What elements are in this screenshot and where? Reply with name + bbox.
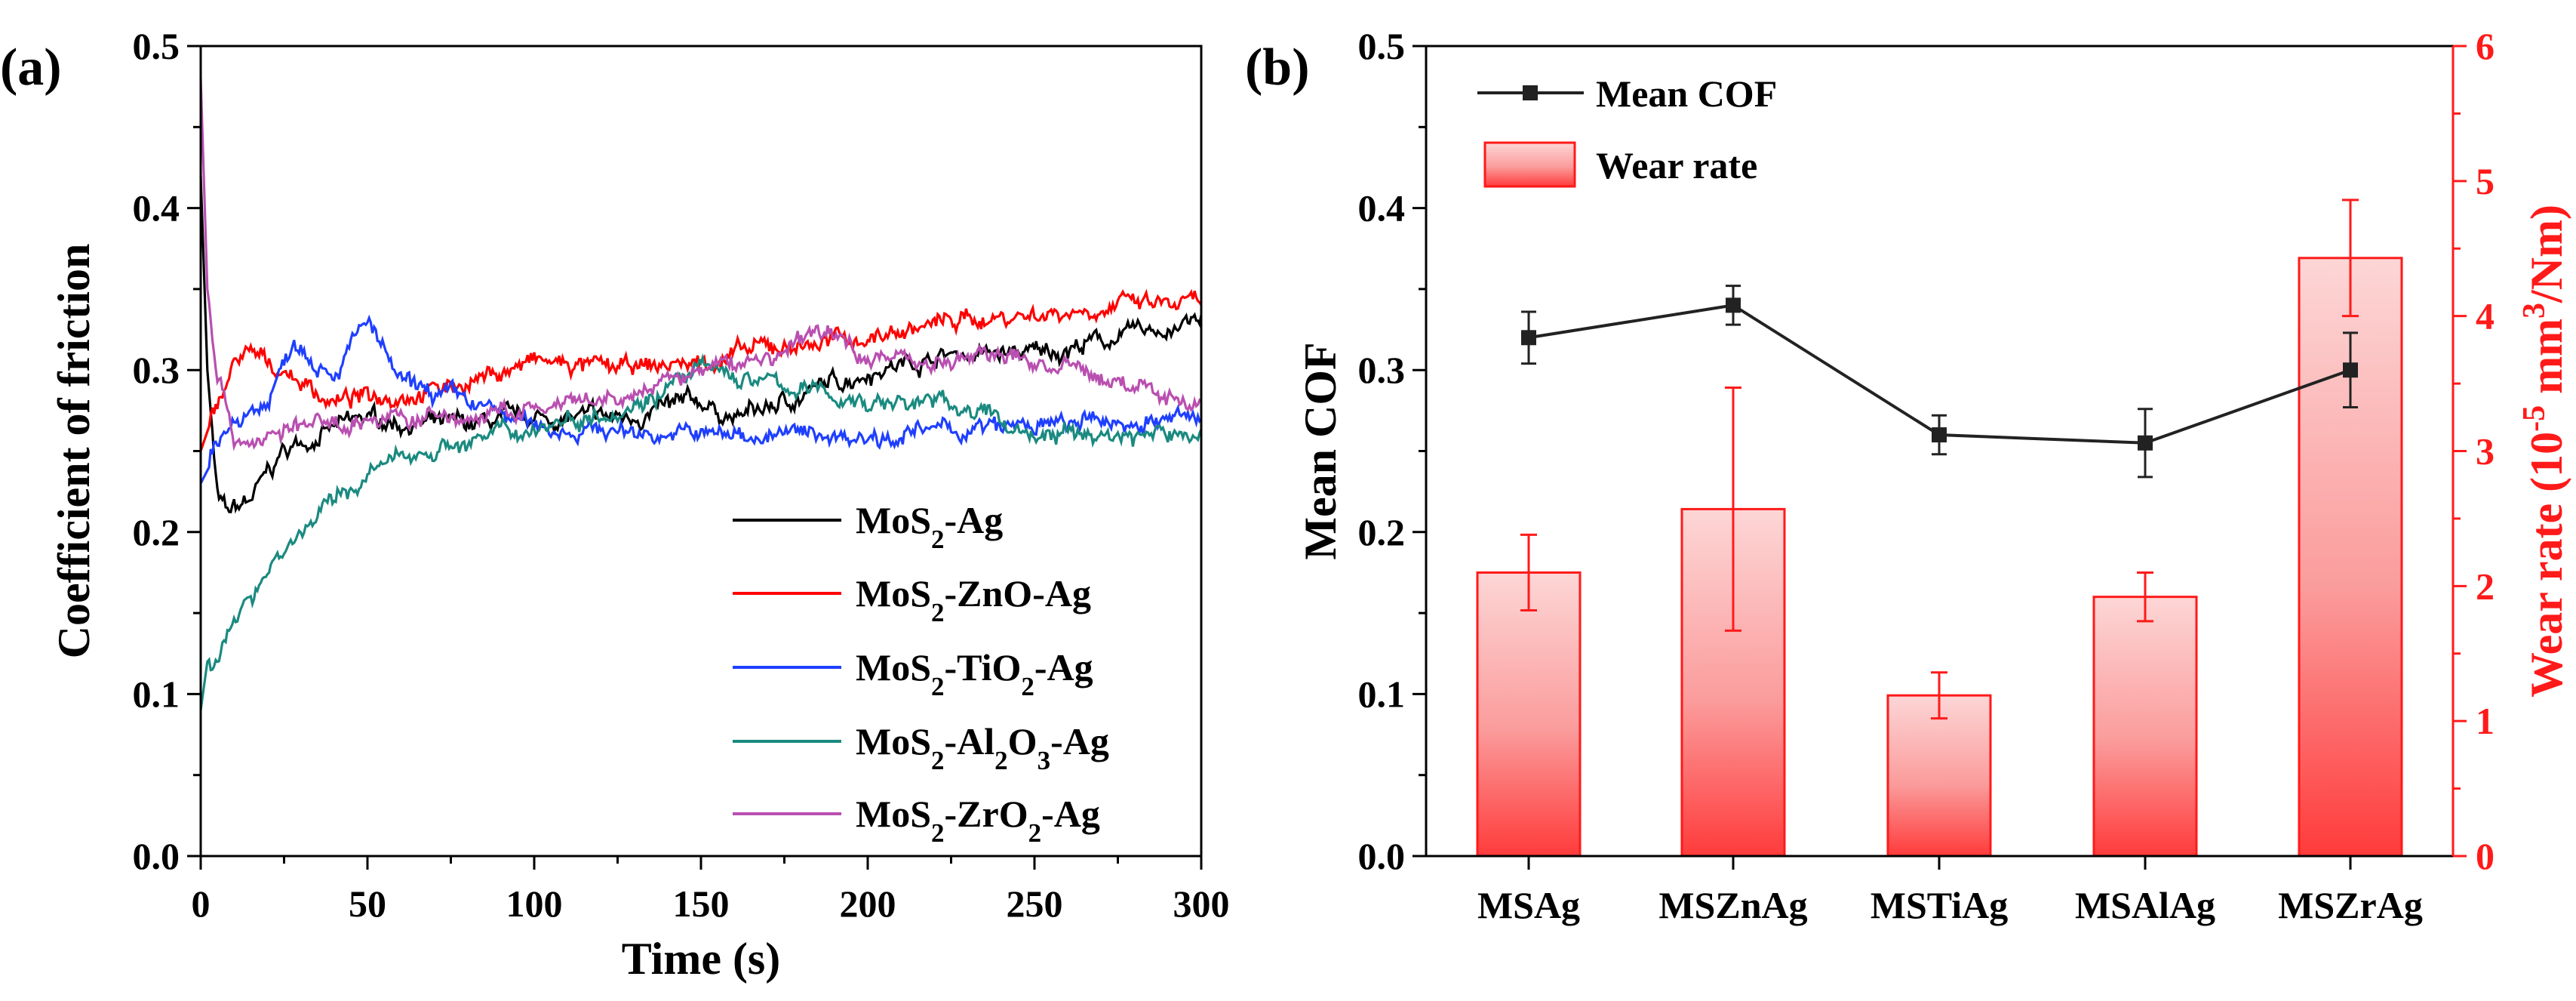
- legend-item: MoS2-Ag: [733, 499, 1003, 554]
- x-tick-label: 100: [506, 882, 563, 925]
- right-y-tick-label: 4: [2476, 295, 2495, 337]
- legend-item: MoS2-ZrO2-Ag: [733, 793, 1100, 848]
- x-tick-label: MSTiAg: [1871, 884, 2008, 926]
- x-tick-label: 50: [349, 882, 386, 925]
- x-tick-label: MSZnAg: [1658, 884, 1807, 926]
- x-tick-label: MSAg: [1477, 884, 1580, 926]
- x-tick-label: 150: [673, 882, 730, 925]
- text-part: 2: [994, 746, 1008, 775]
- legend-item: MoS2-ZnO-Ag: [733, 572, 1091, 627]
- legend-swatch-bar: [1483, 141, 1576, 188]
- x-tick-label: MSAlAg: [2075, 884, 2215, 926]
- mean-cof-marker: [2138, 435, 2153, 451]
- wear-rate-bar: [2092, 596, 2198, 858]
- y-tick-label: 0.3: [133, 349, 180, 391]
- right-y-tick-label: 3: [2476, 430, 2495, 473]
- y-tick-label: 0.0: [133, 835, 180, 877]
- y-tick-label: 0.5: [133, 25, 180, 67]
- y-tick-label: 0.1: [133, 673, 180, 715]
- text-part: MoS: [856, 720, 931, 762]
- text-part: MoS: [856, 793, 931, 835]
- legend-label: Mean COF: [1596, 72, 1777, 115]
- y-axis-title: Coefficient of friction: [49, 244, 99, 659]
- x-axis-title: Time (s): [622, 934, 781, 984]
- y-tick-label: 0.2: [133, 511, 180, 553]
- mean-cof-marker: [1521, 330, 1536, 346]
- text-part: -Ag: [1034, 646, 1093, 688]
- x-tick-label: MSZrAg: [2278, 884, 2423, 926]
- legend-label: MoS2-Ag: [856, 499, 1003, 554]
- series-line-mos2-ag: [199, 175, 1203, 514]
- wear-rate-bar: [1680, 507, 1786, 858]
- left-y-tick-label: 0.4: [1358, 187, 1406, 229]
- legend-label: MoS2-TiO2-Ag: [856, 646, 1093, 701]
- wear-rate-bar: [1476, 571, 1582, 858]
- left-y-tick-label: 0.1: [1358, 673, 1406, 715]
- legend-label: MoS2-ZrO2-Ag: [856, 793, 1100, 848]
- legend-swatch-marker: [1523, 85, 1538, 100]
- left-y-tick-label: 0.2: [1358, 511, 1406, 553]
- text-part: 2: [931, 672, 945, 701]
- right-y-axis-title: Wear rate (10-5 mm3/Nm): [2517, 205, 2571, 698]
- text-part: 2: [931, 598, 945, 627]
- panel-label: (a): [0, 38, 62, 97]
- text-part: MoS: [856, 499, 931, 541]
- text-part: O: [1008, 720, 1037, 762]
- legend-label: Wear rate: [1596, 144, 1757, 186]
- text-part: 2: [1021, 672, 1034, 701]
- legend-item-wear-rate: Wear rate: [1483, 141, 1757, 188]
- text-part: MoS: [856, 572, 931, 614]
- text-part: 2: [1028, 818, 1042, 848]
- text-part: 2: [931, 818, 945, 848]
- text-part: 3: [2517, 303, 2552, 319]
- right-y-tick-label: 0: [2476, 835, 2495, 877]
- text-part: -ZnO-Ag: [945, 572, 1091, 614]
- legend-label: MoS2-Al2O3-Ag: [856, 720, 1109, 775]
- legend: MoS2-AgMoS2-ZnO-AgMoS2-TiO2-AgMoS2-Al2O3…: [733, 499, 1109, 848]
- wear-rate-bar: [1886, 694, 1992, 858]
- text-part: Wear rate (10: [2522, 432, 2571, 698]
- legend-item-mean-cof: Mean COF: [1477, 72, 1777, 115]
- text-part: 3: [1037, 746, 1051, 775]
- text-part: MoS: [856, 646, 931, 688]
- text-part: -ZrO: [945, 793, 1028, 835]
- y-tick-label: 0.4: [133, 187, 180, 229]
- x-tick-label: 200: [840, 882, 896, 925]
- x-tick-label: 0: [192, 882, 211, 925]
- panel-a-cof-vs-time: (a) 0 50 100 150 200 250 300 0.0 0.1 0.2 0.3 0.4 0.5 T…: [0, 25, 1230, 984]
- left-y-tick-label: 0.0: [1358, 835, 1406, 877]
- series-line-mos2-zro2-ag: [199, 78, 1202, 451]
- legend: Mean COF Wear rate: [1477, 72, 1777, 188]
- left-y-tick-label: 0.3: [1358, 349, 1406, 391]
- left-y-axis-title: Mean COF: [1296, 342, 1345, 559]
- legend-item: MoS2-TiO2-Ag: [733, 646, 1093, 701]
- text-part: -TiO: [945, 646, 1022, 688]
- series-line-mos2-tio2-ag: [199, 314, 1203, 485]
- text-part: -Ag: [945, 499, 1004, 541]
- text-part: /Nm): [2522, 205, 2571, 303]
- x-tick-label: 300: [1173, 882, 1230, 925]
- left-y-tick-label: 0.5: [1358, 25, 1406, 67]
- series-line-mos2-al2o3-ag: [199, 353, 1203, 711]
- panel-b-mean-cof-wear-rate: (b) MSAg MSZnAg MSTiAg MSAlAg MSZrAg 0.0 0.1 0.2…: [1245, 25, 2571, 926]
- text-part: -Ag: [1041, 793, 1100, 835]
- text-part: mm: [2522, 319, 2571, 405]
- mean-cof-marker: [1726, 297, 1741, 313]
- right-y-tick-label: 6: [2476, 25, 2495, 67]
- right-y-tick-label: 5: [2476, 160, 2495, 202]
- text-part: 2: [931, 525, 945, 554]
- text-part: -5: [2517, 405, 2552, 432]
- text-part: -Ag: [1050, 720, 1109, 762]
- mean-cof-marker: [1932, 427, 1947, 443]
- panel-label: (b): [1245, 38, 1310, 97]
- right-y-tick-label: 2: [2476, 565, 2495, 607]
- text-part: -Al: [945, 720, 995, 762]
- mean-cof-marker: [2343, 362, 2358, 378]
- legend-item: MoS2-Al2O3-Ag: [733, 720, 1109, 775]
- legend-label: MoS2-ZnO-Ag: [856, 572, 1091, 627]
- right-y-tick-label: 1: [2476, 700, 2495, 742]
- text-part: 2: [931, 746, 945, 775]
- x-tick-label: 250: [1007, 882, 1063, 925]
